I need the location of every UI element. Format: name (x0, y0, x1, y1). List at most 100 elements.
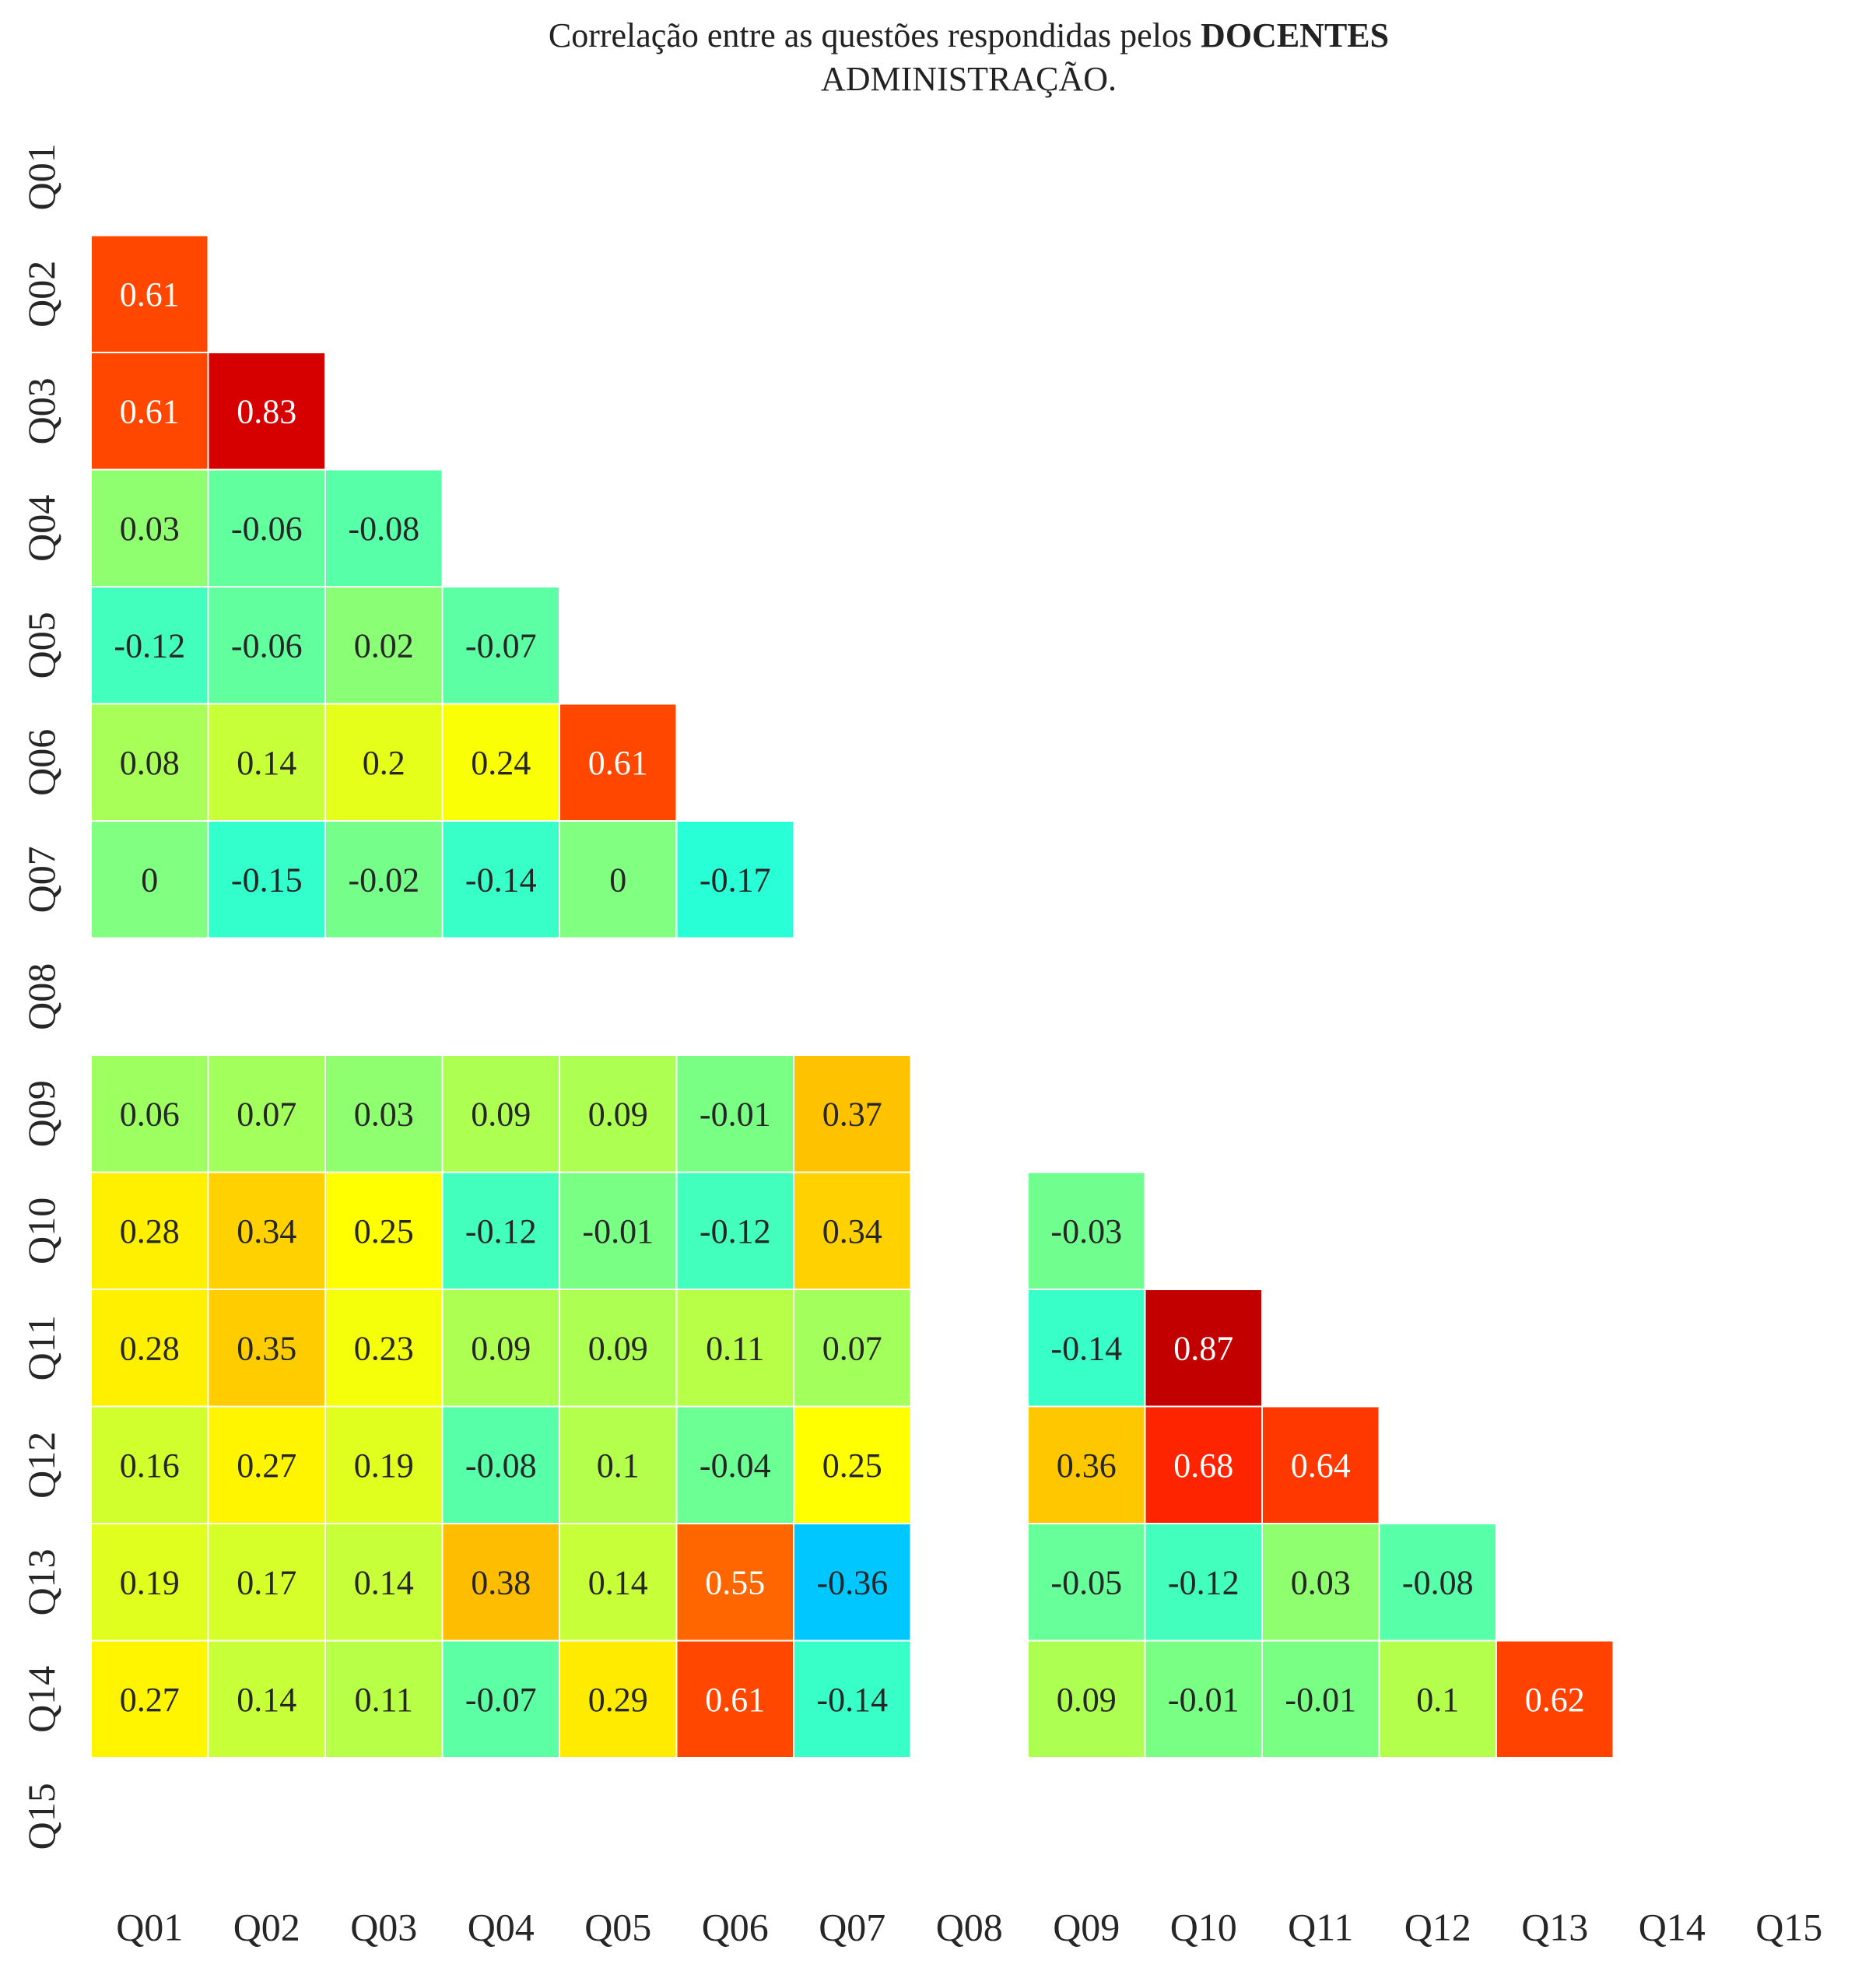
heatmap-cell-Q09-Q05 (559, 1054, 678, 1173)
heatmap-cell-Q02-Q01 (90, 234, 209, 353)
heatmap-cell-Q07-Q03 (324, 820, 444, 939)
heatmap-cell-Q05-Q01 (90, 586, 209, 705)
heatmap-cell-Q07-Q04 (441, 820, 560, 939)
cell-value-label: 0.28 (120, 1329, 180, 1367)
cell-value-label: 0.19 (120, 1563, 180, 1601)
heatmap-cell-Q13-Q09 (1027, 1523, 1146, 1642)
y-tick-label: Q04 (19, 495, 63, 562)
cell-value-label: 0.23 (354, 1329, 414, 1367)
heatmap-cell-Q10-Q09 (1027, 1171, 1146, 1290)
cell-value-label: -0.14 (1050, 1329, 1122, 1367)
cell-value-label: 0.87 (1173, 1329, 1233, 1367)
cell-value-label: 0.61 (120, 275, 180, 314)
cell-value-label: 0.27 (237, 1447, 296, 1485)
cell-value-label: 0.09 (588, 1095, 648, 1133)
x-tick-label: Q04 (468, 1906, 535, 1949)
cell-value-label: -0.01 (700, 1095, 771, 1133)
cell-value-label: 0.62 (1525, 1681, 1585, 1719)
cell-value-label: 0.03 (120, 510, 180, 548)
cell-value-label: 0.25 (822, 1447, 882, 1485)
y-tick-label: Q01 (19, 143, 63, 210)
cell-value-label: -0.02 (348, 861, 419, 899)
x-tick-label: Q15 (1755, 1906, 1822, 1949)
cell-value-label: 0.08 (120, 744, 180, 782)
y-tick-label: Q13 (19, 1548, 63, 1615)
cell-value-label: 0.09 (1057, 1681, 1117, 1719)
cell-value-label: 0.34 (237, 1212, 296, 1250)
cell-value-label: -0.15 (231, 861, 303, 899)
y-tick-label: Q06 (19, 729, 63, 796)
cell-value-label: 0.07 (822, 1329, 882, 1367)
cell-value-label: -0.04 (700, 1447, 771, 1485)
cell-value-label: -0.06 (231, 510, 303, 548)
x-tick-label: Q14 (1639, 1906, 1706, 1949)
x-tick-label: Q13 (1521, 1906, 1588, 1949)
heatmap-cell-Q14-Q07 (793, 1640, 912, 1759)
cell-value-label: -0.14 (465, 861, 537, 899)
y-tick-label: Q15 (19, 1783, 63, 1850)
x-tick-label: Q03 (350, 1906, 417, 1949)
cell-value-label: 0.1 (1416, 1681, 1459, 1719)
heatmap-cell-Q10-Q07 (793, 1171, 912, 1290)
cell-value-label: -0.05 (1050, 1563, 1122, 1601)
heatmap-cell-Q06-Q03 (324, 703, 444, 822)
heatmap-cell-Q12-Q11 (1261, 1405, 1380, 1524)
cell-value-label: 0.14 (588, 1563, 648, 1601)
heatmap-cell-Q07-Q06 (675, 820, 794, 939)
heatmap-cell-Q09-Q04 (441, 1054, 560, 1173)
heatmap-cell-Q10-Q06 (675, 1171, 794, 1290)
cell-value-label: 0 (141, 861, 158, 899)
heatmap-cell-Q13-Q04 (441, 1523, 560, 1642)
x-tick-labels: Q01 Q02 Q03 Q04 Q05 Q06 Q07 Q08 Q09 Q10 Q11 Q12 Q13 Q… (116, 1906, 1822, 1949)
x-tick-label: Q07 (819, 1906, 885, 1949)
cell-value-label: -0.03 (1050, 1212, 1122, 1250)
heatmap-cell-Q09-Q07 (793, 1054, 912, 1173)
cell-value-label: -0.36 (816, 1563, 888, 1601)
heatmap-cell-Q04-Q03 (324, 468, 444, 587)
cell-value-label: 0.07 (237, 1095, 296, 1133)
heatmap-cell-Q09-Q03 (324, 1054, 444, 1173)
heatmap-cell-Q13-Q05 (559, 1523, 678, 1642)
cell-value-label: -0.14 (816, 1681, 888, 1719)
heatmap-cells: 0.61 0.61 0.83 0.03 -0.06 -0.08 -0.12 -0.06 0.02… (90, 234, 1615, 1759)
cell-value-label: 0.06 (120, 1095, 180, 1133)
cell-value-label: 0.19 (354, 1447, 414, 1485)
cell-value-label: 0.29 (588, 1681, 648, 1719)
cell-value-label: -0.06 (231, 626, 303, 665)
heatmap-cell-Q07-Q02 (207, 820, 326, 939)
cell-value-label: 0.38 (471, 1563, 531, 1601)
cell-value-label: 0.03 (1291, 1563, 1351, 1601)
cell-value-label: 0.27 (120, 1681, 180, 1719)
cell-value-label: -0.08 (1402, 1563, 1474, 1601)
heatmap-cell-Q05-Q04 (441, 586, 560, 705)
cell-value-label: 0.17 (237, 1563, 296, 1601)
heatmap-cell-Q10-Q02 (207, 1171, 326, 1290)
y-tick-label: Q12 (19, 1432, 63, 1499)
heatmap-cell-Q10-Q05 (559, 1171, 678, 1290)
heatmap-cell-Q14-Q12 (1378, 1640, 1497, 1759)
heatmap-cell-Q12-Q05 (559, 1405, 678, 1524)
chart-title-line1: Correlação entre as questões respondidas… (0, 14, 1876, 58)
heatmap-cell-Q14-Q01 (90, 1640, 209, 1759)
heatmap-cell-Q13-Q01 (90, 1523, 209, 1642)
y-tick-label: Q14 (19, 1666, 63, 1733)
cell-value-label: -0.17 (700, 861, 771, 899)
heatmap-cell-Q06-Q01 (90, 703, 209, 822)
cell-value-label: 0.16 (120, 1447, 180, 1485)
x-tick-label: Q05 (584, 1906, 651, 1949)
cell-value-label: 0.09 (471, 1095, 531, 1133)
cell-value-label: 0.28 (120, 1212, 180, 1250)
heatmap-cell-Q13-Q02 (207, 1523, 326, 1642)
heatmap-cell-Q14-Q09 (1027, 1640, 1146, 1759)
cell-value-label: 0.14 (237, 1681, 296, 1719)
heatmap-cell-Q14-Q13 (1496, 1640, 1615, 1759)
y-tick-label: Q10 (19, 1198, 63, 1264)
cell-value-label: -0.07 (465, 626, 537, 665)
cell-value-label: 0.1 (597, 1447, 640, 1485)
heatmap-cell-Q11-Q02 (207, 1289, 326, 1408)
y-tick-label: Q03 (19, 377, 63, 444)
heatmap-cell-Q14-Q10 (1144, 1640, 1263, 1759)
cell-value-label: 0.61 (705, 1681, 765, 1719)
heatmap-cell-Q14-Q03 (324, 1640, 444, 1759)
heatmap-cell-Q12-Q06 (675, 1405, 794, 1524)
